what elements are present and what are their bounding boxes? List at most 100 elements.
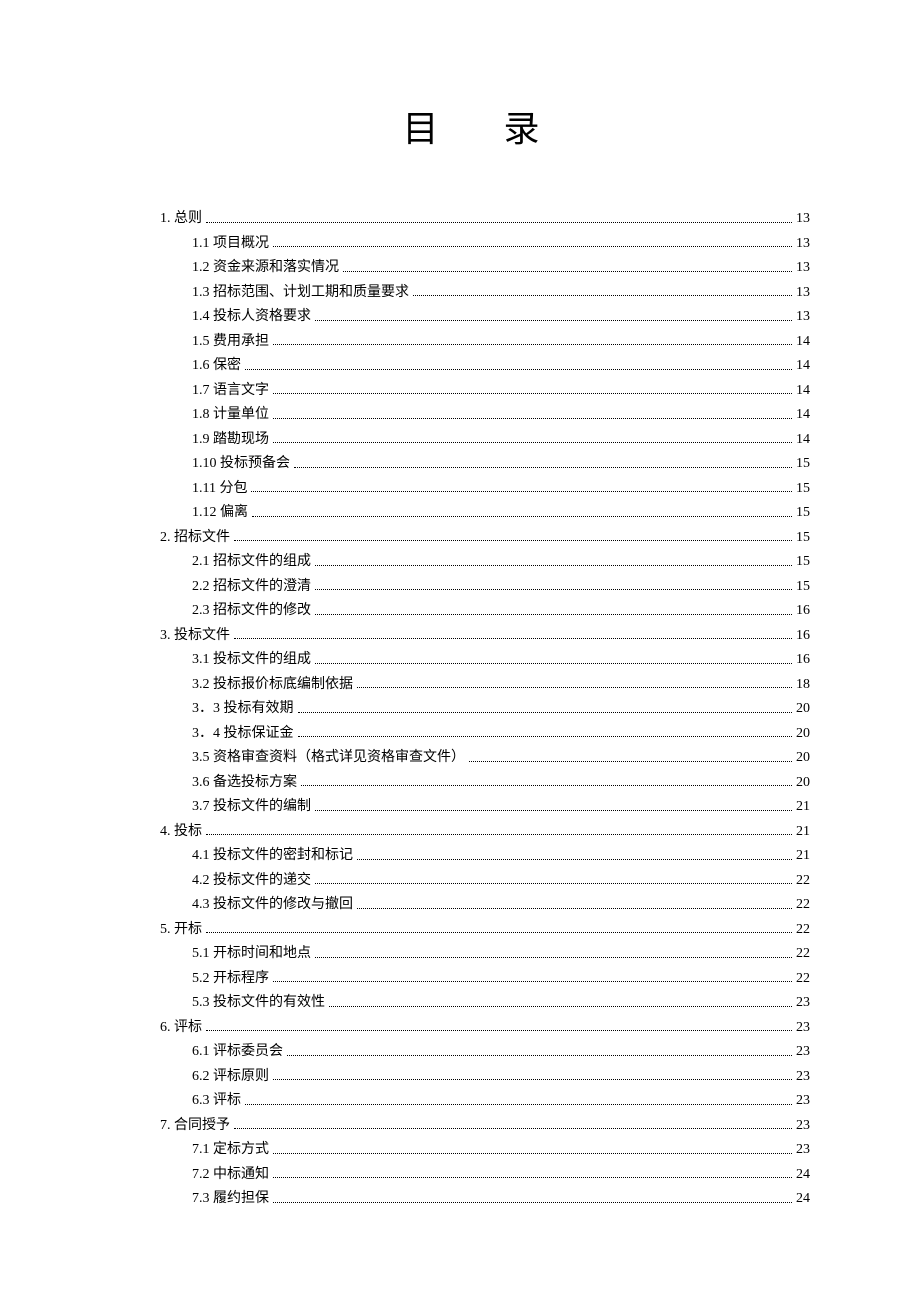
toc-entry: 4.2 投标文件的递交 22 — [160, 869, 810, 894]
toc-entry-page: 16 — [796, 599, 810, 624]
toc-leader-dots — [206, 1030, 792, 1031]
toc-entry-page: 14 — [796, 379, 810, 404]
toc-leader-dots — [315, 883, 792, 884]
toc-entry: 4.3 投标文件的修改与撤回22 — [160, 893, 810, 918]
toc-leader-dots — [273, 344, 792, 345]
toc-entry-page: 22 — [796, 942, 810, 967]
toc-leader-dots — [206, 222, 792, 223]
toc-leader-dots — [315, 589, 792, 590]
toc-entry-page: 23 — [796, 991, 810, 1016]
toc-entry: 1. 总则13 — [160, 207, 810, 232]
toc-leader-dots — [413, 295, 792, 296]
toc-entry: 1.10 投标预备会15 — [160, 452, 810, 477]
toc-entry-label: 7.1 定标方式 — [192, 1138, 269, 1163]
toc-entry-label: 1.2 资金来源和落实情况 — [192, 256, 339, 281]
toc-entry-page: 24 — [796, 1163, 810, 1188]
toc-entry-page: 22 — [796, 869, 810, 894]
toc-entry-label: 6.2 评标原则 — [192, 1065, 269, 1090]
toc-title: 目 录 — [160, 100, 810, 152]
toc-entry-page: 21 — [796, 795, 810, 820]
toc-entry-label: 7. 合同授予 — [160, 1114, 230, 1139]
toc-entry: 7.3 履约担保24 — [160, 1187, 810, 1212]
toc-entry-page: 14 — [796, 330, 810, 355]
toc-entry: 7. 合同授予23 — [160, 1114, 810, 1139]
toc-entry: 5. 开标22 — [160, 918, 810, 943]
toc-container: 1. 总则131.1 项目概况131.2 资金来源和落实情况131.3 招标范围… — [160, 207, 810, 1212]
toc-entry-page: 23 — [796, 1065, 810, 1090]
toc-leader-dots — [315, 565, 792, 566]
toc-entry: 1.6 保密14 — [160, 354, 810, 379]
toc-leader-dots — [315, 810, 792, 811]
toc-entry: 5.2 开标程序 22 — [160, 967, 810, 992]
toc-leader-dots — [234, 1128, 792, 1129]
toc-entry-page: 21 — [796, 844, 810, 869]
toc-entry: 4. 投标21 — [160, 820, 810, 845]
toc-leader-dots — [251, 491, 792, 492]
toc-entry-page: 13 — [796, 207, 810, 232]
toc-entry-page: 20 — [796, 722, 810, 747]
toc-entry-page: 13 — [796, 305, 810, 330]
toc-entry-label: 2.2 招标文件的澄清 — [192, 575, 311, 600]
toc-entry: 2.2 招标文件的澄清15 — [160, 575, 810, 600]
toc-entry-label: 6.1 评标委员会 — [192, 1040, 283, 1065]
toc-entry-label: 4. 投标 — [160, 820, 202, 845]
toc-entry-page: 20 — [796, 746, 810, 771]
toc-entry-label: 4.2 投标文件的递交 — [192, 869, 311, 894]
toc-leader-dots — [273, 442, 792, 443]
toc-entry-page: 14 — [796, 354, 810, 379]
toc-entry-page: 23 — [796, 1138, 810, 1163]
toc-entry: 6. 评标 23 — [160, 1016, 810, 1041]
toc-entry: 3.2 投标报价标底编制依据 18 — [160, 673, 810, 698]
toc-entry-label: 3．4 投标保证金 — [192, 722, 294, 747]
toc-leader-dots — [273, 393, 792, 394]
toc-entry-page: 18 — [796, 673, 810, 698]
toc-entry-page: 13 — [796, 281, 810, 306]
toc-entry: 1.11 分包15 — [160, 477, 810, 502]
toc-entry: 2.1 招标文件的组成15 — [160, 550, 810, 575]
toc-entry-page: 23 — [796, 1040, 810, 1065]
toc-entry: 6.3 评标23 — [160, 1089, 810, 1114]
toc-entry-label: 3.7 投标文件的编制 — [192, 795, 311, 820]
toc-entry-page: 23 — [796, 1016, 810, 1041]
toc-entry-label: 5.2 开标程序 — [192, 967, 269, 992]
toc-entry: 7.2 中标通知 24 — [160, 1163, 810, 1188]
toc-leader-dots — [469, 761, 792, 762]
toc-entry-page: 20 — [796, 771, 810, 796]
toc-entry: 2. 招标文件15 — [160, 526, 810, 551]
toc-leader-dots — [357, 859, 792, 860]
toc-leader-dots — [357, 687, 792, 688]
toc-entry-label: 3.6 备选投标方案 — [192, 771, 297, 796]
toc-leader-dots — [273, 1153, 792, 1154]
toc-entry: 3.5 资格审查资料（格式详见资格审查文件）20 — [160, 746, 810, 771]
toc-leader-dots — [343, 271, 792, 272]
toc-entry: 6.2 评标原则 23 — [160, 1065, 810, 1090]
toc-entry-label: 1.1 项目概况 — [192, 232, 269, 257]
toc-entry-page: 13 — [796, 256, 810, 281]
toc-leader-dots — [357, 908, 792, 909]
toc-entry: 5.1 开标时间和地点22 — [160, 942, 810, 967]
toc-entry: 3.7 投标文件的编制 21 — [160, 795, 810, 820]
toc-entry-page: 24 — [796, 1187, 810, 1212]
toc-entry: 3．3 投标有效期20 — [160, 697, 810, 722]
toc-entry-label: 3.1 投标文件的组成 — [192, 648, 311, 673]
toc-entry-label: 6. 评标 — [160, 1016, 202, 1041]
toc-entry: 3. 投标文件16 — [160, 624, 810, 649]
toc-entry-page: 22 — [796, 967, 810, 992]
toc-entry: 1.4 投标人资格要求 13 — [160, 305, 810, 330]
toc-leader-dots — [273, 1202, 792, 1203]
toc-entry-page: 16 — [796, 624, 810, 649]
toc-leader-dots — [273, 981, 792, 982]
toc-entry-label: 1.4 投标人资格要求 — [192, 305, 311, 330]
toc-entry-label: 4.1 投标文件的密封和标记 — [192, 844, 353, 869]
toc-leader-dots — [206, 834, 792, 835]
toc-entry-label: 7.2 中标通知 — [192, 1163, 269, 1188]
toc-leader-dots — [206, 932, 792, 933]
toc-entry-label: 3．3 投标有效期 — [192, 697, 294, 722]
toc-entry-page: 16 — [796, 648, 810, 673]
toc-leader-dots — [273, 1177, 792, 1178]
toc-entry-label: 5.3 投标文件的有效性 — [192, 991, 325, 1016]
toc-entry-page: 15 — [796, 452, 810, 477]
toc-entry: 1.9 踏勘现场14 — [160, 428, 810, 453]
toc-leader-dots — [234, 540, 792, 541]
toc-entry-label: 3.2 投标报价标底编制依据 — [192, 673, 353, 698]
